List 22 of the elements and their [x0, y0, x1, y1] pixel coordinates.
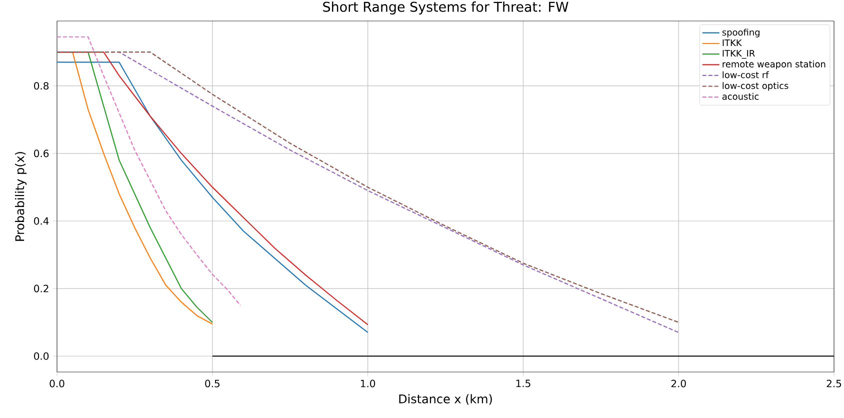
legend-label: low-cost optics	[722, 82, 788, 91]
x-tick-label: 2.5	[826, 380, 842, 388]
y-tick-label: 0.4	[34, 217, 49, 225]
line-series	[57, 36, 241, 306]
x-tick-label: 2.0	[671, 380, 686, 388]
x-tick-label: 1.5	[516, 380, 530, 388]
y-tick-label: 0.0	[34, 352, 49, 360]
chart-title: Short Range Systems for Threat: FW	[323, 1, 568, 14]
y-tick-label: 0.8	[34, 82, 49, 90]
legend-label: ITKK	[722, 39, 742, 46]
legend-label: spoofing	[722, 28, 760, 38]
x-axis-title: Distance x (km)	[399, 394, 492, 405]
x-tick-label: 0.0	[50, 380, 64, 388]
y-tick-label: 0.6	[34, 150, 49, 158]
legend-label: low-cost rf	[722, 71, 769, 78]
x-tick-label: 1.0	[360, 380, 376, 388]
legend-label: remote weapon station	[722, 60, 826, 70]
legend-label: acoustic	[722, 92, 759, 100]
y-tick-label: 0.2	[34, 284, 48, 292]
legend-label: ITKK_IR	[722, 50, 755, 59]
y-axis-title: Probability p(x)	[14, 152, 27, 241]
x-tick-label: 0.5	[205, 380, 220, 388]
